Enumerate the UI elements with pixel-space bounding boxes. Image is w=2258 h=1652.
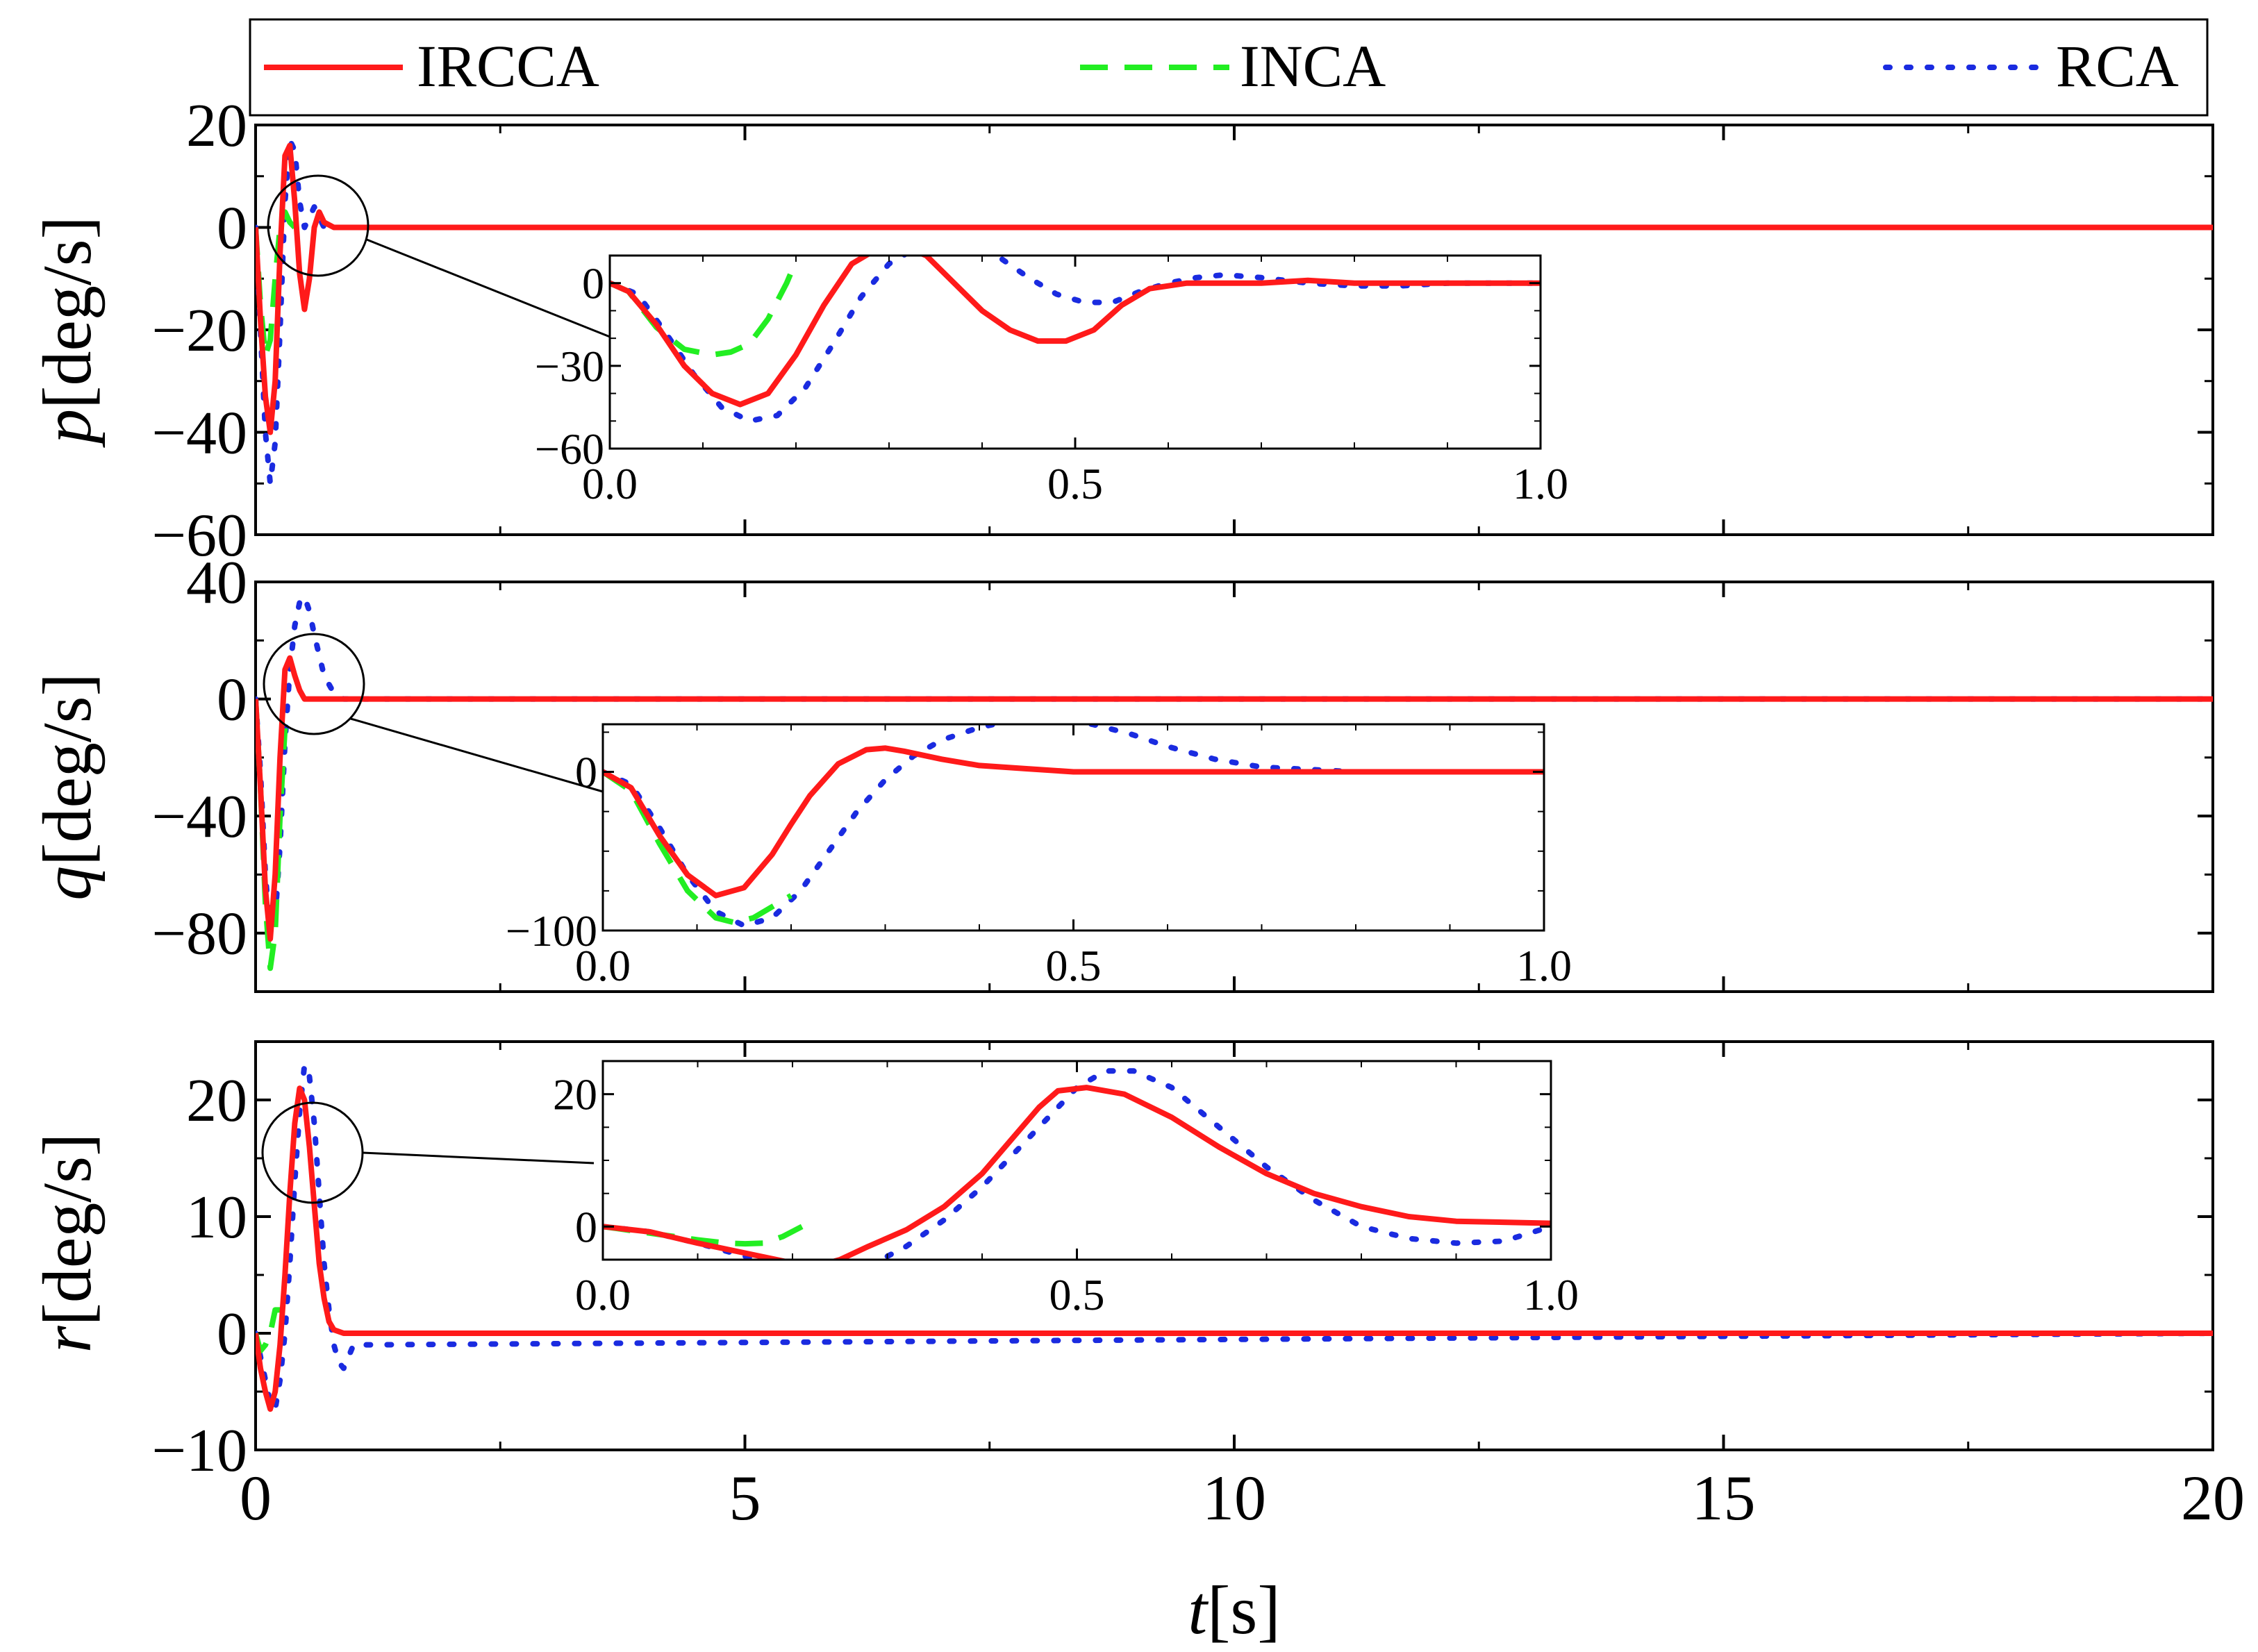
panel-r-inset-xtick-label: 1.0 <box>1523 1270 1579 1319</box>
panel-r-inset-xtick-label: 0.5 <box>1049 1270 1105 1319</box>
panel-r-zoom-connector <box>362 1151 595 1165</box>
panel-r-ytick-label: 20 <box>186 1067 247 1135</box>
panel-q-inset-ytick-label: 0 <box>575 748 597 797</box>
panel-q-zoom-connector <box>350 717 604 793</box>
panel-q-inset-series-ircca <box>603 745 1544 899</box>
panel-q-inset-series-rca <box>603 724 1544 929</box>
panel-r-ytick-label: −10 <box>151 1417 247 1485</box>
x-axis-tick-labels: 0 5 10 15 20 <box>240 1462 2245 1533</box>
panel-p-yticks: −60 −40 −20 0 20 <box>151 92 2213 569</box>
panel-p-ytick-label: 0 <box>217 195 247 262</box>
x-axis-label: t[s] <box>1188 1571 1280 1649</box>
panel-q-inset-xtick-label: 0.0 <box>575 941 631 990</box>
panel-r-inset-series <box>603 1068 1551 1260</box>
panel-p-ylabel: p[deg/s] <box>28 216 106 448</box>
panel-p: −60 −40 −20 0 20 p[deg/s] −60 −30 0 0.0 0.5 1.0 <box>28 92 2214 569</box>
panel-q-ylabel: q[deg/s] <box>28 673 106 901</box>
panel-p-ylabel-var: p <box>28 409 106 448</box>
panel-p-series <box>256 137 2213 487</box>
panel-r-xticks <box>254 1042 2214 1450</box>
panel-p-inset-ytick-label: 0 <box>582 259 604 308</box>
panel-p-inset-ticks: −60 −30 0 0.0 0.5 1.0 <box>535 255 1568 508</box>
panel-q-inset-xtick-label: 1.0 <box>1516 941 1572 990</box>
legend-label-rca: RCA <box>2056 33 2179 99</box>
legend-label-inca: INCA <box>1240 33 1386 99</box>
panel-q-ylabel-unit: [deg/s] <box>28 673 106 866</box>
panel-q-inset: −100 0 0.0 0.5 1.0 <box>506 723 1572 990</box>
panel-r-ylabel: r[deg/s] <box>28 1133 106 1353</box>
panel-q-inset-bg <box>603 724 1544 931</box>
panel-p-ytick-label: 20 <box>186 92 247 160</box>
x-axis-label-unit: [s] <box>1207 1571 1281 1649</box>
x-tick-label: 0 <box>240 1462 272 1533</box>
panel-r-series <box>256 1062 2213 1412</box>
panel-q-ytick-label: −40 <box>151 783 247 851</box>
panel-r: −10 0 10 20 r[deg/s] 0 20 0.0 0.5 1.0 <box>28 1040 2214 1485</box>
panel-r-inset-series-rca <box>603 1068 1551 1260</box>
panel-q-series-ircca <box>256 655 2213 942</box>
panel-p-inset: −60 −30 0 0.0 0.5 1.0 <box>535 254 1568 508</box>
panel-p-series-rca <box>256 137 2213 487</box>
panel-r-inset-ytick-label: 20 <box>553 1070 597 1119</box>
panel-r-inset-ytick-label: 0 <box>575 1202 597 1251</box>
panel-p-xticks <box>254 125 2214 535</box>
panel-p-inset-series <box>610 256 1541 424</box>
panel-p-ytick-label: −60 <box>151 502 247 569</box>
panel-q-inset-xtick-label: 0.5 <box>1046 941 1102 990</box>
panel-q-zoom-circle <box>263 633 365 735</box>
panel-r-inset-bg <box>603 1061 1551 1260</box>
panel-r-series-ircca <box>256 1085 2213 1412</box>
panel-q-xticks <box>254 582 2214 992</box>
panel-q: −80 −40 0 40 q[deg/s] −100 0 0.0 0.5 1.0 <box>28 549 2214 993</box>
panel-p-inset-xtick-label: 1.0 <box>1513 459 1568 508</box>
panel-r-ylabel-var: r <box>28 1325 106 1353</box>
panel-p-ytick-label: −40 <box>151 400 247 467</box>
panel-q-yticks: −80 −40 0 40 <box>151 549 2213 968</box>
legend: IRCCA INCA RCA <box>249 18 2209 117</box>
panel-r-inset-ticks: 0 20 0.0 0.5 1.0 <box>553 1060 1579 1319</box>
panel-q-inset-series <box>603 724 1544 929</box>
x-tick-label: 20 <box>2181 1462 2245 1533</box>
panel-p-zoom-circle <box>267 174 370 277</box>
panel-r-series-rca <box>256 1062 2213 1412</box>
panel-p-inset-series-inca <box>610 260 799 358</box>
legend-label-ircca: IRCCA <box>417 33 599 99</box>
panel-q-ylabel-var: q <box>28 866 106 901</box>
panel-p-inset-series-ircca <box>610 256 1541 408</box>
panel-r-ylabel-unit: [deg/s] <box>28 1133 106 1326</box>
panel-p-series-ircca <box>256 142 2213 435</box>
x-axis-label-var: t <box>1188 1571 1209 1649</box>
panel-p-ylabel-unit: [deg/s] <box>28 216 106 409</box>
panel-q-ytick-label: 0 <box>217 667 247 734</box>
panel-p-ytick-label: −20 <box>151 297 247 365</box>
panel-p-inset-ytick-label: −60 <box>535 424 604 474</box>
panel-q-series <box>256 594 2213 971</box>
panel-q-ytick-label: −80 <box>151 901 247 968</box>
panel-p-inset-ytick-label: −30 <box>535 342 604 391</box>
panel-q-ytick-label: 40 <box>186 549 247 617</box>
panel-r-inset: 0 20 0.0 0.5 1.0 <box>553 1060 1579 1319</box>
panel-r-yticks: −10 0 10 20 <box>151 1067 2213 1485</box>
x-tick-label: 5 <box>729 1462 761 1533</box>
x-tick-label: 15 <box>1692 1462 1756 1533</box>
panel-q-inset-ticks: −100 0 0.0 0.5 1.0 <box>506 724 1572 990</box>
x-tick-label: 10 <box>1202 1462 1266 1533</box>
panel-r-ytick-label: 0 <box>217 1301 247 1368</box>
panel-r-inset-series-ircca <box>603 1085 1551 1260</box>
panel-p-zoom-connector <box>366 238 611 338</box>
panel-p-inset-xtick-label: 0.0 <box>582 459 638 508</box>
panel-r-ytick-label: 10 <box>186 1184 247 1251</box>
panel-q-inset-ytick-label: −100 <box>506 906 597 956</box>
panel-r-inset-xtick-label: 0.0 <box>575 1270 631 1319</box>
panel-p-inset-xtick-label: 0.5 <box>1047 459 1103 508</box>
